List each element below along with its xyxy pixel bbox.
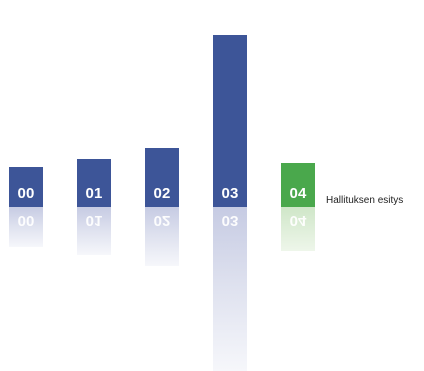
step-00-reflection-label: 00: [17, 212, 35, 229]
step-01[interactable]: 01 01: [77, 0, 111, 371]
step-03-reflection: 03: [213, 207, 247, 371]
step-02-reflection-label: 02: [153, 212, 171, 229]
step-04-reflection-label: 04: [289, 212, 307, 229]
step-00[interactable]: 00 00: [9, 0, 43, 371]
step-03-reflection-label: 03: [221, 212, 239, 229]
step-02-label: 02: [153, 185, 171, 202]
step-01-bar: [77, 159, 111, 207]
step-02[interactable]: 02 02: [145, 0, 179, 371]
step-04[interactable]: 04 04: [281, 0, 315, 371]
step-02-reflection: 02: [145, 207, 179, 266]
step-00-label: 00: [17, 185, 35, 202]
step-03[interactable]: 03 03: [213, 0, 247, 371]
step-03-label: 03: [221, 185, 239, 202]
step-01-label: 01: [85, 185, 103, 202]
step-01-reflection-label: 01: [85, 212, 103, 229]
step-04-reflection: 04: [281, 207, 315, 251]
step-03-bar: [213, 35, 247, 207]
step-00-reflection: 00: [9, 207, 43, 247]
step-04-bar: [281, 163, 315, 207]
step-04-title: Hallituksen esitys: [326, 195, 404, 206]
step-00-bar: [9, 167, 43, 207]
step-04-label: 04: [289, 185, 307, 202]
step-01-reflection: 01: [77, 207, 111, 255]
step-02-bar: [145, 148, 179, 207]
